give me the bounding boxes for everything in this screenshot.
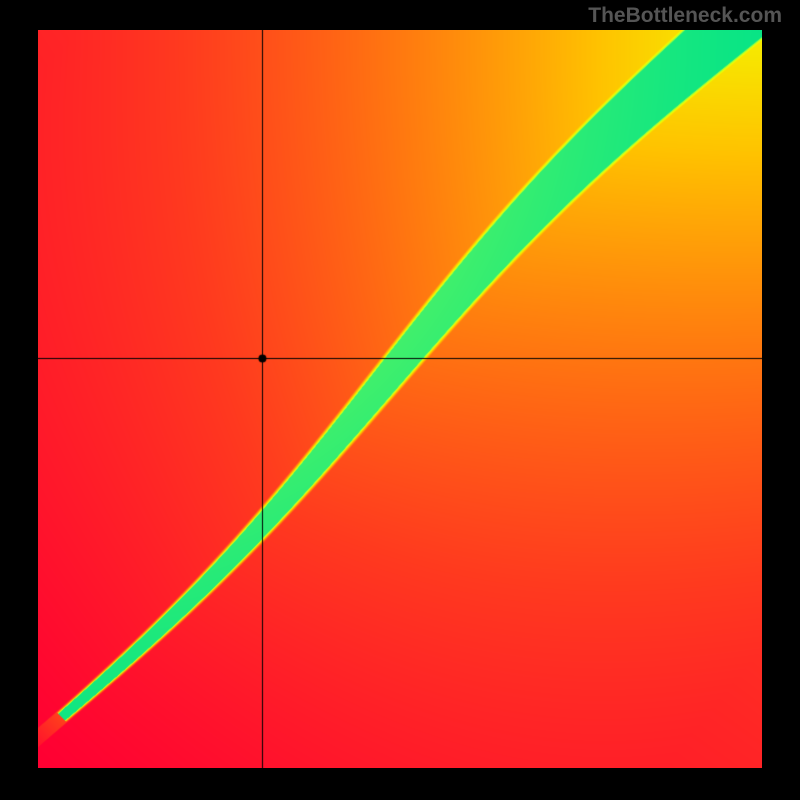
- bottleneck-heatmap: [38, 30, 762, 768]
- watermark-text: TheBottleneck.com: [588, 4, 782, 28]
- chart-container: { "watermark": { "text": "TheBottleneck.…: [0, 0, 800, 800]
